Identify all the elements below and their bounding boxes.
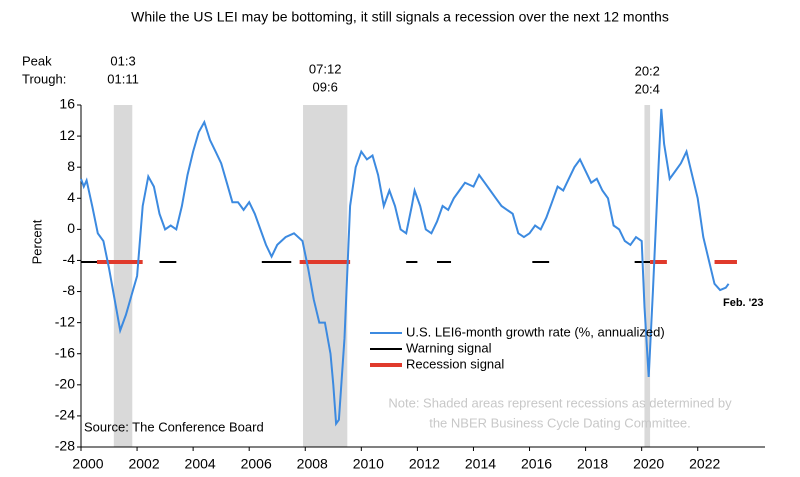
- peak-label: Peak: [22, 53, 52, 68]
- y-tick-label: 0: [67, 220, 75, 236]
- y-tick-label: -24: [55, 407, 75, 423]
- x-tick-label: 2008: [297, 456, 328, 472]
- recession-band: [113, 105, 133, 447]
- recession-peak: 20:2: [635, 63, 660, 78]
- x-tick-label: 2006: [241, 456, 272, 472]
- x-tick-label: 2022: [689, 456, 720, 472]
- x-tick-label: 2012: [409, 456, 440, 472]
- legend-label: Recession signal: [406, 356, 504, 371]
- y-axis-label: Percent: [29, 219, 44, 264]
- recession-trough: 09:6: [313, 79, 338, 94]
- y-tick-label: 8: [67, 158, 75, 174]
- y-tick-label: -20: [55, 376, 75, 392]
- trough-label: Trough:: [22, 71, 66, 86]
- recession-trough: 01:11: [107, 71, 139, 86]
- y-tick-label: -16: [55, 344, 75, 360]
- recession-peak: 01:3: [110, 53, 135, 68]
- chart-title: While the US LEI may be bottoming, it st…: [131, 9, 669, 25]
- y-tick-label: 16: [59, 96, 75, 112]
- x-tick-label: 2020: [633, 456, 664, 472]
- y-tick-label: -8: [63, 282, 76, 298]
- recession-peak: 07:12: [309, 61, 342, 76]
- legend-label: U.S. LEI6-month growth rate (%, annualiz…: [406, 324, 665, 339]
- end-label: Feb. '23: [723, 297, 764, 309]
- recession-trough: 20:4: [635, 81, 660, 96]
- x-tick-label: 2004: [185, 456, 216, 472]
- y-tick-label: -12: [55, 313, 75, 329]
- recession-band: [644, 105, 651, 447]
- data-line: [80, 108, 730, 427]
- x-tick-label: 2016: [521, 456, 552, 472]
- legend-label: Warning signal: [406, 340, 492, 355]
- note: the NBER Business Cycle Dating Committee…: [429, 415, 691, 430]
- x-tick-label: 2000: [72, 456, 103, 472]
- y-tick-label: 4: [67, 189, 75, 205]
- x-tick-label: 2002: [128, 456, 159, 472]
- y-tick-label: -4: [63, 251, 76, 267]
- source: Source: The Conference Board: [84, 419, 264, 434]
- x-tick-label: 2014: [465, 456, 496, 472]
- y-tick-label: -28: [55, 438, 75, 454]
- y-tick-label: 12: [59, 127, 75, 143]
- x-tick-label: 2010: [353, 456, 384, 472]
- x-tick-label: 2018: [577, 456, 608, 472]
- note: Note: Shaded areas represent recessions …: [388, 395, 732, 410]
